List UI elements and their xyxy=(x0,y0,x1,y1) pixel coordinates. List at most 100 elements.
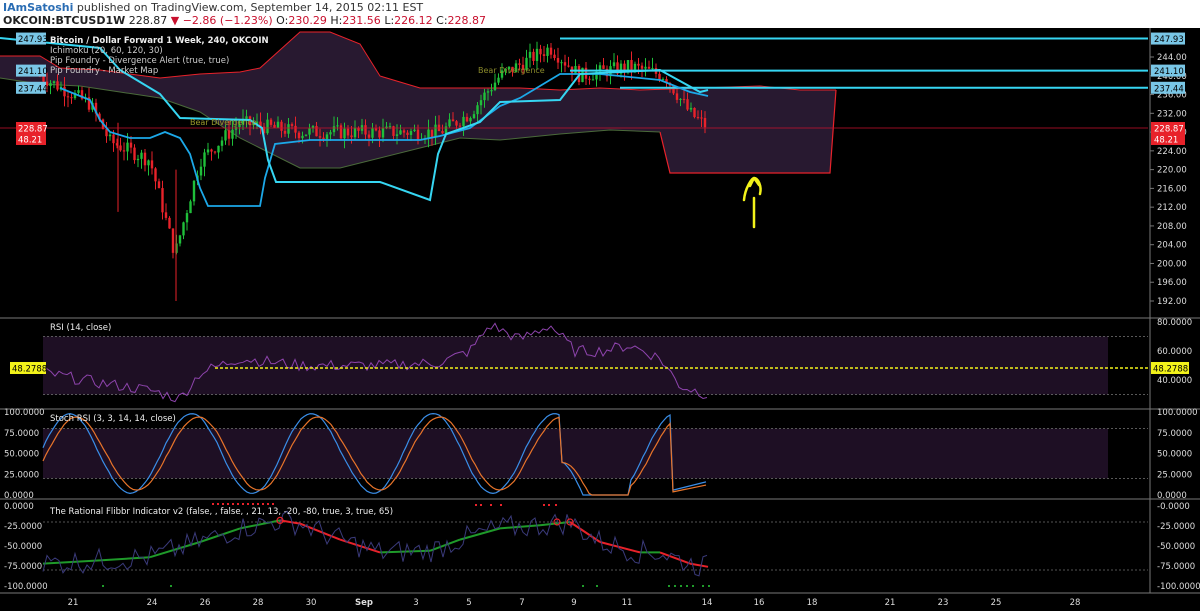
candle-body xyxy=(679,98,682,100)
left-price-tag xyxy=(16,32,46,45)
candle-body xyxy=(259,121,262,127)
price-tick-label: 208.00 xyxy=(1157,222,1187,232)
flibbr-signal-line xyxy=(42,559,101,565)
cloud-fill xyxy=(0,32,836,173)
flibbr-top-dot xyxy=(543,504,545,506)
senkou-span-b-red xyxy=(659,89,837,174)
candle-body xyxy=(308,128,311,135)
price-level-value: 48.21 xyxy=(1154,135,1178,145)
time-axis-label: 28 xyxy=(253,598,264,608)
flibbr-bottom-dot xyxy=(680,585,682,587)
left-price-tag xyxy=(16,132,46,145)
time-axis-label: 11 xyxy=(622,598,633,608)
candle-body xyxy=(210,149,213,152)
flibbr-tick-label: -25.0000 xyxy=(1157,522,1195,532)
candle-body xyxy=(448,119,451,127)
candle-body xyxy=(367,134,371,138)
rsi-tick-label: 60.0000 xyxy=(1157,347,1192,357)
candle-body xyxy=(651,68,654,70)
candle-body xyxy=(339,125,343,139)
flibbr-left-tick-label: -50.0000 xyxy=(4,542,42,552)
flibbr-raw-line xyxy=(42,510,708,577)
candle-body xyxy=(189,201,192,214)
candle-body xyxy=(143,152,147,166)
legend-ichimoku[interactable]: Ichimoku (20, 60, 120, 30) xyxy=(50,46,163,56)
candle-body xyxy=(385,126,388,129)
candle-body xyxy=(427,129,430,139)
candle-body xyxy=(563,62,567,66)
candle-body xyxy=(658,73,661,80)
candle-body xyxy=(591,79,595,81)
candle-body xyxy=(322,137,325,140)
candle-body xyxy=(87,97,91,110)
candle-body xyxy=(644,66,647,69)
candle-body xyxy=(598,65,602,72)
stoch-tick-label: 0.0000 xyxy=(1157,491,1187,501)
flibbr-legend[interactable]: The Rational Flibbr Indicator v2 (false,… xyxy=(50,507,394,517)
candle-body xyxy=(686,99,689,110)
rsi-current-value: 48.2788 xyxy=(1153,364,1188,374)
candle-body xyxy=(112,134,115,144)
price-tick-label: 216.00 xyxy=(1157,184,1187,194)
symbol-name: OKCOIN:BTCUSD1W xyxy=(3,14,126,27)
candle-body xyxy=(294,125,297,133)
legend-divergence-alert[interactable]: Pip Foundry - Divergence Alert (true, tr… xyxy=(50,56,230,66)
candle-body xyxy=(402,130,406,133)
author-link[interactable]: IAmSatoshi xyxy=(3,1,74,14)
flibbr-signal-line xyxy=(299,522,341,541)
candle-body xyxy=(332,126,336,133)
rsi-left-value: 48.2788 xyxy=(12,364,47,374)
candle-body xyxy=(262,126,266,134)
candle-body xyxy=(287,124,290,134)
candle-body xyxy=(546,47,549,56)
candle-body xyxy=(171,228,175,253)
candle-body xyxy=(661,79,665,81)
flibbr-bottom-dot xyxy=(170,585,172,587)
price-scale[interactable]: 244.00240.00236.00232.00228.00224.00220.… xyxy=(4,32,1200,608)
annotation-layer xyxy=(215,176,1148,369)
price-change: ▼ −2.86 (−1.23%) xyxy=(170,14,273,27)
pane-borders xyxy=(0,28,1200,594)
flibbr-top-dot xyxy=(232,503,234,505)
candle-body xyxy=(696,117,700,119)
candle-body xyxy=(357,127,360,131)
conversion-line xyxy=(59,73,709,207)
candle-body xyxy=(276,121,280,128)
candle-body xyxy=(409,131,413,135)
candle-body xyxy=(500,70,504,78)
stoch-left-tick-label: 75.0000 xyxy=(4,429,39,439)
candle-body xyxy=(416,129,420,140)
stoch-rsi-legend[interactable]: Stoch RSI (3, 3, 14, 14, close) xyxy=(50,414,176,424)
candle-body xyxy=(94,102,98,114)
candle-body xyxy=(539,48,542,55)
time-axis-label: 3 xyxy=(413,598,418,608)
candle-body xyxy=(682,98,686,100)
candle-body xyxy=(602,65,605,69)
chart-canvas[interactable]: 244.00240.00236.00232.00228.00224.00220.… xyxy=(0,28,1200,611)
rsi-legend[interactable]: RSI (14, close) xyxy=(50,323,112,333)
candle-body xyxy=(444,126,448,134)
candle-body xyxy=(115,143,119,146)
candle-body xyxy=(77,90,80,93)
candle-body xyxy=(73,92,77,99)
stoch-band xyxy=(43,428,1108,479)
flibbr-signal-line xyxy=(659,551,691,565)
candle-body xyxy=(192,180,196,202)
legend-market-map[interactable]: Pip Foundry - Market Map xyxy=(50,66,159,76)
candle-body xyxy=(497,77,500,83)
price-tick-label: 204.00 xyxy=(1157,241,1187,251)
flibbr-top-dot xyxy=(227,503,229,505)
candle-body xyxy=(388,126,392,128)
candle-body xyxy=(633,63,637,70)
left-price-value: 237.44 xyxy=(18,84,48,94)
candle-body xyxy=(626,60,630,72)
left-price-tag xyxy=(16,64,46,77)
candle-body xyxy=(126,142,129,152)
bear-divergence-label-1: Bear Divergence xyxy=(190,118,257,127)
price-tick-label: 224.00 xyxy=(1157,147,1187,157)
candle-body xyxy=(178,235,182,244)
candle-body xyxy=(700,117,703,119)
flibbr-top-dot xyxy=(267,503,269,505)
flibbr-top-dot xyxy=(490,504,492,506)
candle-body xyxy=(581,67,584,83)
